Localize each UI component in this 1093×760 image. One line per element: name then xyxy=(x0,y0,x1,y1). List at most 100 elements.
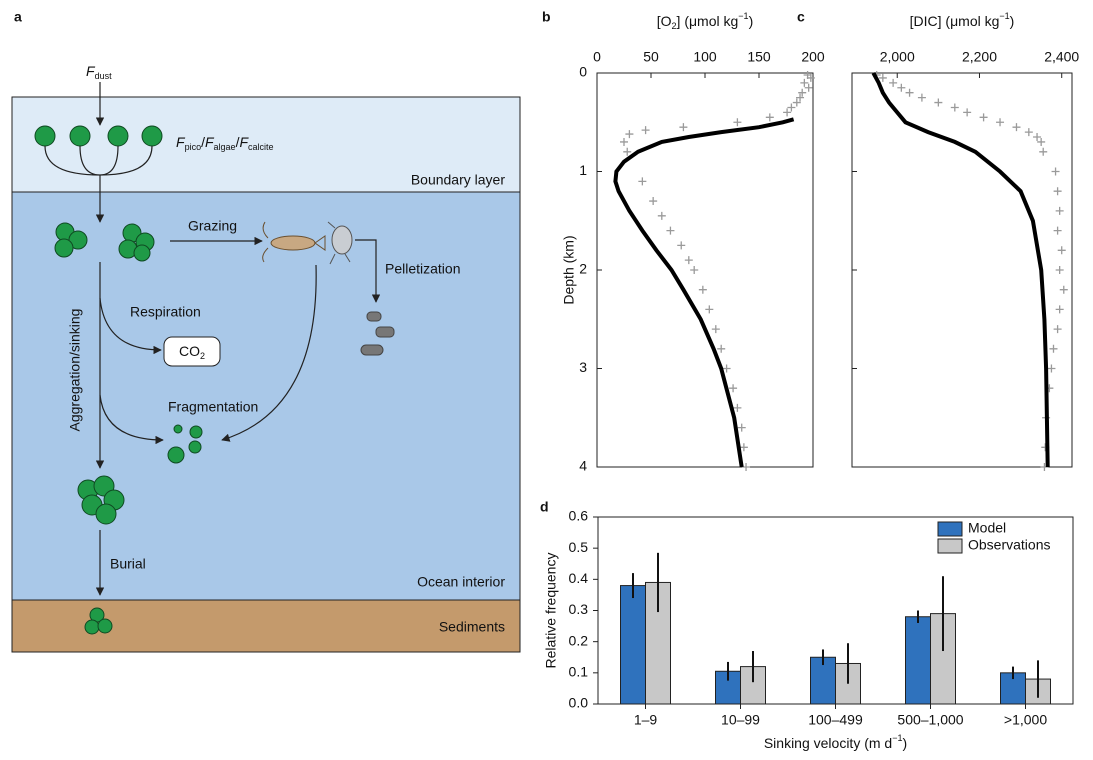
large-aggregate xyxy=(77,475,125,525)
panel-label: c xyxy=(797,9,805,25)
y-tick-label: 0.3 xyxy=(569,601,589,617)
x-tick-label: >1,000 xyxy=(1004,712,1047,728)
observation-marker xyxy=(722,364,731,373)
observation-marker xyxy=(739,443,748,452)
observation-marker xyxy=(625,130,634,139)
y-tick-label: 1 xyxy=(579,162,587,178)
plot-frame xyxy=(851,72,1073,468)
x-tick-label: 2,400 xyxy=(1044,49,1079,65)
observation-marker xyxy=(649,197,658,206)
observation-marker xyxy=(641,126,650,135)
x-tick-label: 0 xyxy=(593,49,601,65)
panel-label: a xyxy=(14,9,22,25)
observation-marker xyxy=(657,211,666,220)
observation-marker xyxy=(889,78,898,87)
observation-marker xyxy=(666,226,675,235)
fragments xyxy=(167,424,203,464)
observation-marker xyxy=(1055,206,1064,215)
pellets xyxy=(360,311,395,356)
observation-marker xyxy=(729,384,738,393)
process-label: Grazing xyxy=(188,218,237,234)
label-part: ) xyxy=(902,735,907,751)
label-part: −1 xyxy=(738,11,748,21)
observation-marker xyxy=(1055,266,1064,274)
zooplankton xyxy=(262,221,353,265)
bar xyxy=(905,616,931,705)
observation-marker xyxy=(737,423,746,432)
label-part: Sinking velocity (m d xyxy=(764,735,892,751)
x-tick-label: 1–9 xyxy=(634,712,658,728)
x-axis-label: [DIC] (μmol kg−1) xyxy=(910,11,1015,28)
observation-marker xyxy=(792,98,801,107)
x-tick-label: 200 xyxy=(801,49,825,65)
co2-box xyxy=(163,336,221,367)
arrow xyxy=(99,394,164,445)
model-line xyxy=(871,72,1050,468)
x-tick-label: 2,200 xyxy=(962,49,997,65)
y-tick-label: 4 xyxy=(579,458,587,474)
observation-marker xyxy=(1024,128,1033,137)
observation-marker xyxy=(638,177,647,186)
legend-label: Observations xyxy=(968,537,1050,553)
panel-label: d xyxy=(540,499,549,515)
observation-marker xyxy=(796,93,805,102)
merge-lines xyxy=(44,145,153,176)
x-tick-label: 50 xyxy=(643,49,659,65)
bar xyxy=(620,585,646,705)
observation-marker xyxy=(1012,123,1021,132)
observation-marker xyxy=(1047,364,1056,373)
process-label: Pelletization xyxy=(385,261,461,277)
observation-marker xyxy=(765,113,774,122)
zone-label: Ocean interior xyxy=(417,574,505,590)
model-line xyxy=(613,117,795,468)
observation-marker xyxy=(798,88,807,97)
buried-cells xyxy=(84,607,113,635)
process-label: Burial xyxy=(110,556,146,572)
legend-label: Model xyxy=(968,520,1006,536)
observation-marker xyxy=(917,93,926,102)
observation-marker xyxy=(733,403,742,412)
observation-marker xyxy=(878,73,887,82)
observation-marker xyxy=(934,98,943,107)
y-tick-label: 0.0 xyxy=(569,695,589,711)
observation-marker xyxy=(963,108,972,117)
y-tick-label: 2 xyxy=(579,261,587,277)
y-tick-label: 0.5 xyxy=(569,539,589,555)
observation-marker xyxy=(690,266,699,274)
flux-label: Fpico/Falgae/Fcalcite xyxy=(176,134,274,153)
label-part: 2 xyxy=(672,21,677,31)
process-label: Fragmentation xyxy=(168,399,258,415)
arrow xyxy=(99,297,162,355)
y-axis-label: Depth (km) xyxy=(561,235,577,304)
observation-marker xyxy=(742,463,751,471)
x-tick-label: 2,000 xyxy=(880,49,915,65)
observation-marker xyxy=(698,285,707,294)
ocean-interior-band xyxy=(11,191,521,601)
x-tick-label: 100 xyxy=(693,49,717,65)
observation-marker xyxy=(1037,137,1046,146)
observation-marker xyxy=(711,325,720,334)
aggregates xyxy=(54,222,155,262)
observation-marker xyxy=(800,78,809,87)
x-tick-label: 500–1,000 xyxy=(897,712,963,728)
x-tick-label: 10–99 xyxy=(721,712,760,728)
observation-marker xyxy=(679,123,688,132)
observation-marker xyxy=(733,118,742,127)
x-tick-label: 150 xyxy=(747,49,771,65)
observation-marker xyxy=(1053,325,1062,334)
y-tick-label: 0.1 xyxy=(569,664,589,680)
observation-marker xyxy=(684,256,693,265)
observation-marker xyxy=(783,108,792,117)
observation-marker xyxy=(1055,305,1064,314)
observation-marker xyxy=(897,83,906,92)
y-tick-label: 0.6 xyxy=(569,508,589,524)
observation-marker xyxy=(1039,147,1048,156)
observation-marker xyxy=(1053,226,1062,235)
legend-swatch xyxy=(937,521,963,537)
x-axis-label: Sinking velocity (m d−1) xyxy=(764,733,907,750)
y-axis-label: Relative frequency xyxy=(543,553,559,669)
observation-marker xyxy=(1033,133,1042,142)
label-part: ] (μmol kg xyxy=(677,13,739,29)
observation-marker xyxy=(905,88,914,97)
panel-label: b xyxy=(542,9,551,25)
